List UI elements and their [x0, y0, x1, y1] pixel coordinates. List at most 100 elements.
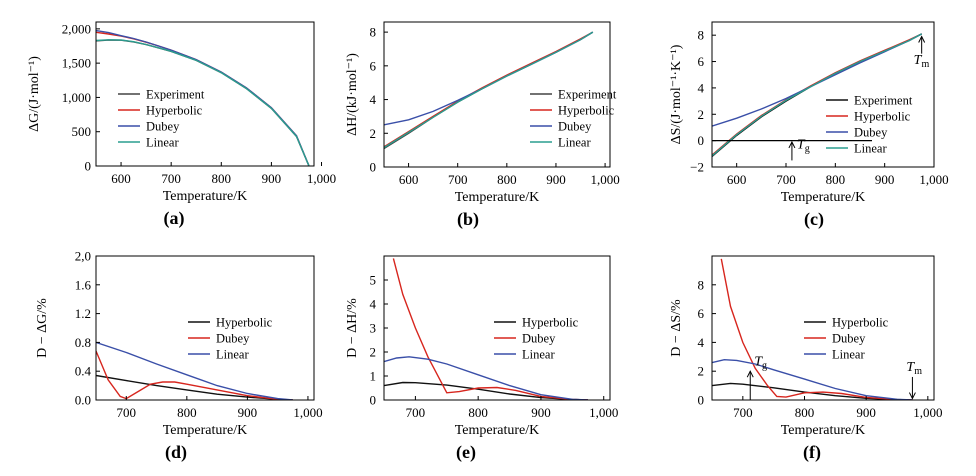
legend-entry: Linear [558, 136, 591, 150]
y-tick-label: 0.4 [75, 364, 92, 379]
x-tick-label: 900 [546, 172, 566, 187]
y-axis-label: ΔH/(kJ·mol⁻¹) [345, 53, 360, 136]
panel-label: (b) [457, 209, 479, 230]
panel-c: 600 700 800 900 1,000 −2 0 2 4 6 8 Temperature/K ΔS/… [669, 21, 949, 230]
panel-label: (d) [165, 442, 187, 463]
y-tick-label: 8 [698, 28, 705, 43]
panel-d: 700 800 900 1,000 0.0 0.4 0.8 1.2 1.6 2,0 Temperat… [35, 249, 323, 464]
legend-entry: Hyperbolic [522, 316, 579, 330]
y-tick-label: 0.0 [75, 393, 91, 408]
y-tick-label: 3 [370, 321, 377, 336]
legend-entry: Experiment [146, 88, 205, 102]
panel-f: 700 800 900 1,000 0 2 4 6 8 Temperature/K D − ΔS/%… [669, 255, 942, 463]
annotation-tg: Tg [712, 138, 872, 161]
legend-entry: Linear [522, 348, 555, 362]
y-tick-label: 2 [370, 345, 377, 360]
x-tick-label: 900 [531, 405, 551, 420]
x-tick-label: 600 [727, 172, 747, 187]
y-tick-label: 2 [370, 126, 377, 141]
series-line-hyperbolic [384, 31, 594, 148]
y-tick-label: 500 [72, 124, 92, 139]
legend-entry: Dubey [832, 332, 866, 346]
y-axis-label: D − ΔG/% [35, 298, 50, 358]
y-tick-label: 4 [698, 335, 705, 350]
legend-entry: Experiment [854, 94, 913, 108]
plot-frame [95, 21, 315, 167]
series-line-experiment [96, 39, 310, 166]
x-axis-label: Temperature/K [163, 423, 248, 438]
x-tick-label: 900 [856, 405, 876, 420]
x-tick-label: 700 [733, 405, 753, 420]
x-axis-label: Temperature/K [455, 190, 540, 205]
x-tick-label: 1,000 [913, 405, 942, 420]
y-tick-label: 6 [698, 306, 705, 321]
y-tick-label: 0 [370, 160, 377, 175]
series-line-linear [96, 341, 293, 400]
legend-entry: Hyperbolic [558, 104, 615, 118]
y-tick-label: −2 [690, 160, 704, 175]
x-tick-label: 1,000 [589, 405, 618, 420]
y-tick-label: 1.2 [75, 306, 91, 321]
y-tick-label: 0 [698, 133, 705, 148]
y-tick-label: 8 [698, 277, 705, 292]
x-tick-label: 900 [875, 172, 895, 187]
legend-entry: Hyperbolic [216, 316, 273, 330]
panel-label: (a) [164, 208, 185, 229]
series-line-linear [384, 356, 589, 400]
x-tick-label: 1,000 [919, 172, 948, 187]
x-tick-label: 600 [111, 171, 131, 186]
y-tick-label: 5 [370, 273, 377, 288]
legend-entry: Hyperbolic [146, 104, 203, 118]
y-tick-label: 1,000 [62, 90, 91, 105]
panel-b: 600 700 800 900 1,000 0 2 4 6 8 Temperature/K ΔH/(k… [345, 21, 620, 230]
y-tick-label: 1 [370, 369, 377, 384]
y-tick-label: 2 [698, 364, 705, 379]
svg-text:Tg: Tg [754, 354, 767, 371]
legend-entry: Linear [832, 348, 865, 362]
legend-entry: Dubey [216, 332, 250, 346]
svg-text:Tm: Tm [914, 53, 930, 70]
x-tick-label: 600 [399, 172, 419, 187]
y-tick-label: 0.8 [75, 335, 91, 350]
x-tick-label: 800 [795, 405, 815, 420]
y-tick-label: 2,0 [75, 249, 91, 264]
y-tick-label: 0 [370, 393, 377, 408]
x-tick-label: 800 [212, 171, 232, 186]
y-tick-label: 0 [85, 159, 92, 174]
series-line-linear [384, 31, 594, 149]
panel-label: (c) [804, 209, 824, 230]
series-line-dubey [96, 350, 293, 400]
y-tick-label: 4 [370, 92, 377, 107]
y-axis-label: D − ΔH/% [345, 298, 360, 358]
y-tick-label: 6 [698, 54, 705, 69]
y-tick-label: 2 [698, 107, 705, 122]
legend-entry: Linear [146, 136, 179, 150]
x-tick-label: 800 [177, 405, 197, 420]
y-tick-label: 1.6 [75, 277, 92, 292]
x-tick-label: 1,000 [307, 171, 336, 186]
x-tick-label: 800 [497, 172, 517, 187]
legend-entry: Dubey [558, 120, 592, 134]
series-line-linear [712, 358, 913, 400]
x-tick-label: 700 [161, 171, 181, 186]
y-axis-label: D − ΔS/% [669, 299, 684, 357]
x-tick-label: 900 [262, 171, 282, 186]
x-tick-label: 800 [826, 172, 846, 187]
x-axis-label: Temperature/K [781, 190, 866, 205]
y-tick-label: 8 [370, 25, 377, 40]
legend-entry: Linear [216, 348, 249, 362]
x-axis-label: Temperature/K [163, 189, 248, 204]
plot-frame [383, 21, 611, 168]
annotation-tg: Tg [746, 354, 767, 400]
plot-frame [711, 255, 935, 401]
legend-entry: Dubey [854, 126, 888, 140]
legend-entry: Dubey [146, 120, 180, 134]
series-line-linear [712, 33, 923, 157]
legend-entry: Hyperbolic [832, 316, 889, 330]
legend-entry: Experiment [558, 88, 617, 102]
panel-label: (e) [456, 442, 476, 463]
plot-frame [95, 255, 315, 401]
annotation-tm: Tm [906, 360, 922, 400]
x-tick-label: 1,000 [293, 405, 322, 420]
